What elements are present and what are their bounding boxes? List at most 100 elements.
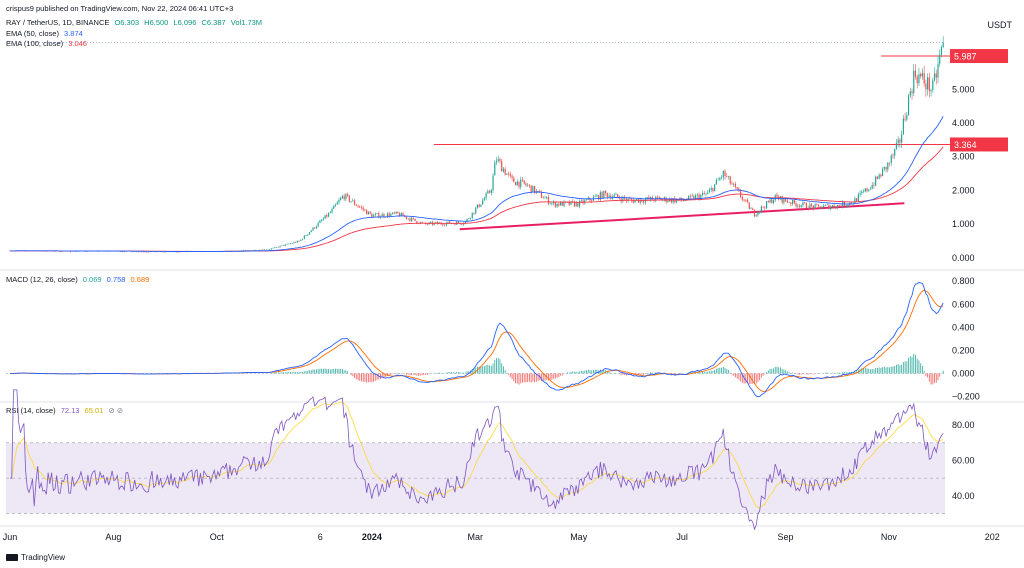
rsi-legend[interactable]: RSI (14, close) 72.13 65.01 ⊘ ⊘ xyxy=(6,406,123,415)
candle-body xyxy=(296,240,299,243)
candle-body xyxy=(509,173,511,176)
time-axis-tick: Mar xyxy=(468,532,484,542)
candle-body xyxy=(487,191,489,194)
candle-body xyxy=(610,195,612,199)
macd-axis-tick: −0.200 xyxy=(952,392,980,402)
rsi-hidden-icon[interactable]: ⊘ ⊘ xyxy=(108,406,124,415)
candle-body xyxy=(807,207,809,209)
candle-body xyxy=(914,70,917,77)
candle-body xyxy=(476,204,479,209)
candle-body xyxy=(146,251,148,253)
candle-body xyxy=(691,195,693,197)
tradingview-logo[interactable]: TradingView xyxy=(6,553,65,562)
candle-body xyxy=(241,250,243,252)
ema50-value: 3.874 xyxy=(64,29,83,38)
candle-body xyxy=(830,206,832,209)
candle-body xyxy=(627,198,629,201)
candle-body xyxy=(719,177,721,180)
candle-body xyxy=(904,118,906,120)
candle-body xyxy=(573,201,576,207)
candle-body xyxy=(485,193,487,199)
candle-body xyxy=(364,209,366,211)
candle-body xyxy=(816,204,818,205)
candle-body xyxy=(857,194,859,202)
macd-axis-tick: 0.400 xyxy=(952,322,975,332)
candle-body xyxy=(826,204,828,206)
ema50-label: EMA (50, close) xyxy=(6,29,59,38)
candle-body xyxy=(805,203,808,208)
candle-body xyxy=(798,205,801,207)
candle-body xyxy=(312,227,314,231)
candle-body xyxy=(594,196,596,197)
level-price-tag xyxy=(950,49,1008,64)
candle-body xyxy=(248,250,250,251)
candle-body xyxy=(435,222,437,223)
time-axis-tick: 202 xyxy=(985,532,1000,542)
candle-body xyxy=(925,83,927,90)
candle-body xyxy=(726,176,728,177)
candle-body xyxy=(327,213,330,217)
candle-body xyxy=(120,251,122,253)
candle-body xyxy=(804,202,806,204)
candle-body xyxy=(933,73,936,81)
candle-body xyxy=(563,201,565,206)
candle-body xyxy=(890,155,892,163)
candle-body xyxy=(835,207,837,208)
candle-body xyxy=(530,185,532,193)
candle-body xyxy=(475,208,477,214)
candle-body xyxy=(615,194,617,195)
candle-body xyxy=(272,247,274,249)
candle-body xyxy=(689,195,692,197)
candle-body xyxy=(930,89,932,92)
candle-body xyxy=(639,199,641,203)
candle-body xyxy=(291,243,293,244)
candle-body xyxy=(352,200,354,202)
candle-body xyxy=(599,192,601,200)
macd-hist-value: 0.069 xyxy=(82,275,102,284)
level-price-tag xyxy=(950,137,1008,152)
ema100-legend[interactable]: EMA (100, close) 3.046 xyxy=(6,39,87,48)
candle-body xyxy=(492,175,494,191)
symbol-title[interactable]: RAY / TetherUS, 1D, BINANCE xyxy=(6,18,110,27)
ohlc-high: H6.500 xyxy=(144,18,169,27)
candle-body xyxy=(892,155,894,157)
macd-signal-line xyxy=(10,289,944,393)
ema50-legend[interactable]: EMA (50, close) 3.874 xyxy=(6,29,83,38)
candle-body xyxy=(338,200,340,203)
candle-body xyxy=(579,200,581,207)
candle-body xyxy=(393,212,395,214)
candle-body xyxy=(494,162,496,176)
candle-body xyxy=(177,251,179,253)
candle-body xyxy=(416,220,418,224)
candle-body xyxy=(267,249,269,251)
candle-body xyxy=(727,176,730,177)
candle-body xyxy=(76,251,79,252)
candle-body xyxy=(97,251,99,252)
candle-body xyxy=(714,184,716,192)
candle-body xyxy=(463,223,465,225)
candle-body xyxy=(902,118,904,135)
candle-body xyxy=(559,201,562,206)
candle-body xyxy=(447,221,449,224)
candle-body xyxy=(634,200,636,203)
candle-body xyxy=(810,204,813,206)
candle-body xyxy=(926,77,929,90)
candle-body xyxy=(667,201,669,202)
ohlc-open: O6.303 xyxy=(114,18,140,27)
candle-body xyxy=(369,211,371,214)
candle-body xyxy=(869,188,872,190)
time-axis-tick: Jun xyxy=(3,532,18,542)
candle-body xyxy=(684,200,686,202)
candle-body xyxy=(734,183,737,187)
candle-body xyxy=(894,148,896,156)
macd-label: MACD (12, 26, close) xyxy=(6,275,78,284)
candle-body xyxy=(622,196,624,202)
candle-body xyxy=(539,190,541,192)
candle-body xyxy=(731,183,733,185)
ema50-line xyxy=(10,116,944,252)
candle-body xyxy=(643,201,645,203)
macd-legend[interactable]: MACD (12, 26, close) 0.069 0.758 0.689 xyxy=(6,275,149,284)
candle-body xyxy=(836,205,839,208)
candle-body xyxy=(288,243,290,245)
